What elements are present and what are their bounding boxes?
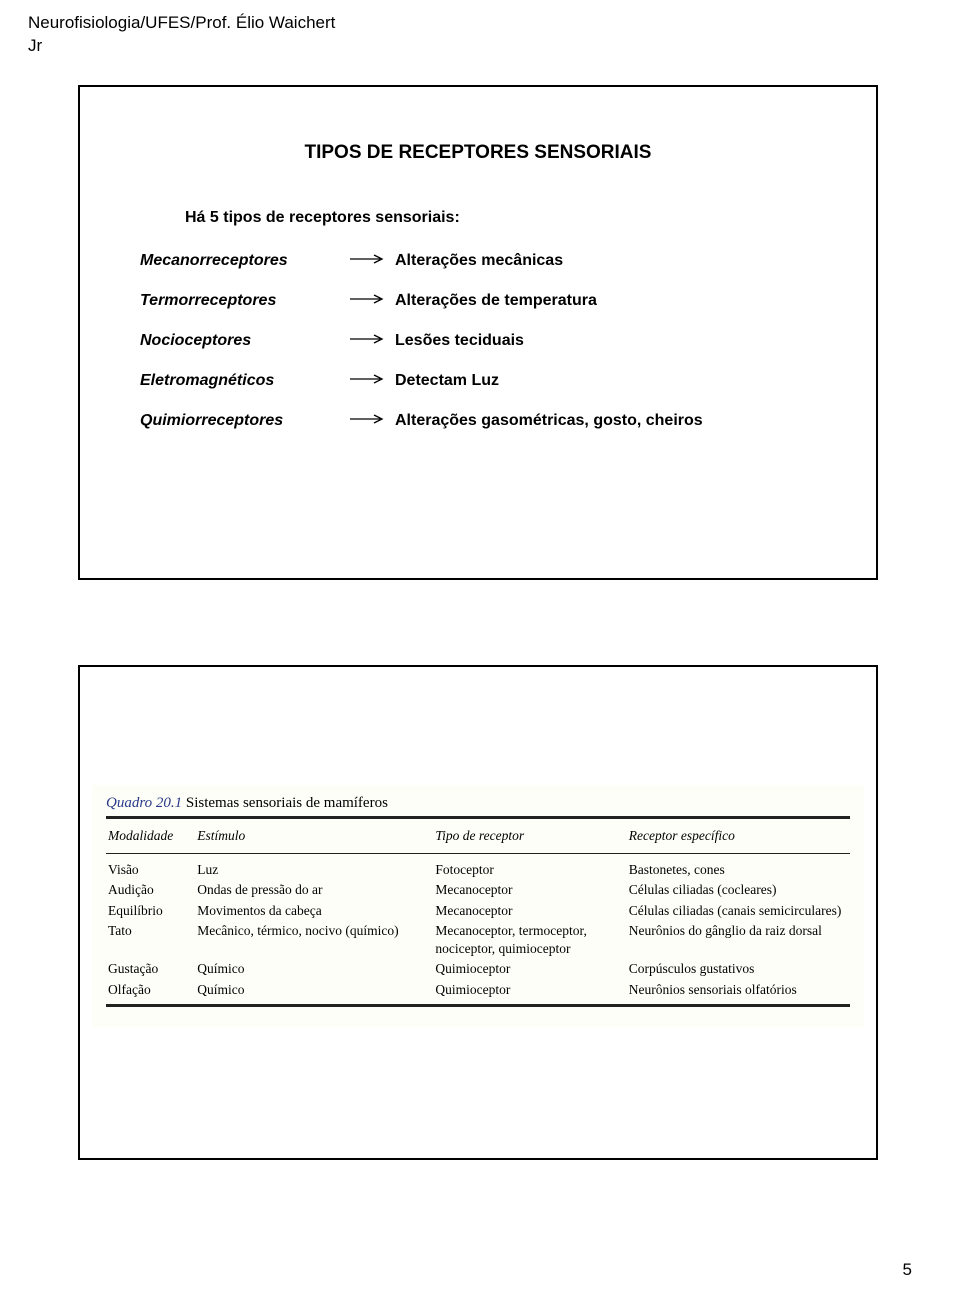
table-row: Olfação Químico Quimioceptor Neurônios s… <box>106 980 850 1000</box>
cell: Audição <box>106 880 195 900</box>
cell: Gustação <box>106 959 195 979</box>
receptor-name: Eletromagnéticos <box>125 372 340 390</box>
table-caption-prefix: Quadro 20.1 <box>106 795 182 811</box>
table-caption: Quadro 20.1 Sistemas sensoriais de mamíf… <box>106 795 850 812</box>
receptor-desc: Alterações mecânicas <box>395 252 831 270</box>
receptor-desc: Lesões teciduais <box>395 332 831 350</box>
cell: Células ciliadas (canais semicirculares) <box>627 901 850 921</box>
table-top-rule <box>106 816 850 819</box>
cell: Tato <box>106 921 195 959</box>
receptor-desc: Alterações de temperatura <box>395 292 831 310</box>
receptor-name: Nocioceptores <box>125 332 340 350</box>
table-bottom-rule <box>106 1004 850 1007</box>
cell: Quimioceptor <box>433 959 626 979</box>
cell: Mecânico, térmico, nocivo (químico) <box>195 921 433 959</box>
receptor-row: Quimiorreceptores Alterações gasométrica… <box>125 412 831 430</box>
cell: Fotoceptor <box>433 860 626 880</box>
arrow-icon <box>340 252 395 270</box>
arrow-icon <box>340 412 395 430</box>
slide-2-frame: Quadro 20.1 Sistemas sensoriais de mamíf… <box>78 665 878 1160</box>
cell: Neurônios do gânglio da raiz dorsal <box>627 921 850 959</box>
page-number: 5 <box>903 1260 912 1280</box>
table-header-row: Modalidade Estímulo Tipo de receptor Rec… <box>106 825 850 849</box>
cell: Equilíbrio <box>106 901 195 921</box>
arrow-icon <box>340 292 395 310</box>
cell: Células ciliadas (cocleares) <box>627 880 850 900</box>
cell: Corpúsculos gustativos <box>627 959 850 979</box>
receptor-name: Quimiorreceptores <box>125 412 340 430</box>
receptor-desc: Alterações gasométricas, gosto, cheiros <box>395 412 831 430</box>
header-line2: Jr <box>28 35 335 58</box>
cell: Mecanoceptor, termoceptor, nociceptor, q… <box>433 921 626 959</box>
table-row: Gustação Químico Quimioceptor Corpúsculo… <box>106 959 850 979</box>
arrow-icon <box>340 332 395 350</box>
cell: Mecanoceptor <box>433 880 626 900</box>
cell: Olfação <box>106 980 195 1000</box>
table-row: Audição Ondas de pressão do ar Mecanocep… <box>106 880 850 900</box>
cell: Movimentos da cabeça <box>195 901 433 921</box>
receptor-name: Termorreceptores <box>125 292 340 310</box>
cell: Quimioceptor <box>433 980 626 1000</box>
receptor-desc: Detectam Luz <box>395 372 831 390</box>
col-header: Tipo de receptor <box>433 825 626 849</box>
col-header: Estímulo <box>195 825 433 849</box>
slide1-title: TIPOS DE RECEPTORES SENSORIAIS <box>125 142 831 164</box>
slide-1-frame: TIPOS DE RECEPTORES SENSORIAIS Há 5 tipo… <box>78 85 878 580</box>
cell: Ondas de pressão do ar <box>195 880 433 900</box>
table-row: Visão Luz Fotoceptor Bastonetes, cones <box>106 860 850 880</box>
table-row: Tato Mecânico, térmico, nocivo (químico)… <box>106 921 850 959</box>
header-line1: Neurofisiologia/UFES/Prof. Élio Waichert <box>28 12 335 35</box>
cell: Químico <box>195 980 433 1000</box>
cell: Químico <box>195 959 433 979</box>
receptor-row: Mecanorreceptores Alterações mecânicas <box>125 252 831 270</box>
cell: Bastonetes, cones <box>627 860 850 880</box>
col-header: Modalidade <box>106 825 195 849</box>
cell: Luz <box>195 860 433 880</box>
receptor-row: Nocioceptores Lesões teciduais <box>125 332 831 350</box>
sensory-systems-table: Modalidade Estímulo Tipo de receptor Rec… <box>106 825 850 1013</box>
receptor-row: Eletromagnéticos Detectam Luz <box>125 372 831 390</box>
receptor-name: Mecanorreceptores <box>125 252 340 270</box>
slide1-subtitle: Há 5 tipos de receptores sensoriais: <box>185 209 831 227</box>
table-header-rule <box>106 853 850 854</box>
page-header: Neurofisiologia/UFES/Prof. Élio Waichert… <box>28 12 335 58</box>
arrow-icon <box>340 372 395 390</box>
cell: Visão <box>106 860 195 880</box>
col-header: Receptor específico <box>627 825 850 849</box>
cell: Mecanoceptor <box>433 901 626 921</box>
table-row: Equilíbrio Movimentos da cabeça Mecanoce… <box>106 901 850 921</box>
scanned-table-region: Quadro 20.1 Sistemas sensoriais de mamíf… <box>92 785 864 1027</box>
table-caption-rest: Sistemas sensoriais de mamíferos <box>182 795 388 811</box>
cell: Neurônios sensoriais olfatórios <box>627 980 850 1000</box>
receptor-row: Termorreceptores Alterações de temperatu… <box>125 292 831 310</box>
